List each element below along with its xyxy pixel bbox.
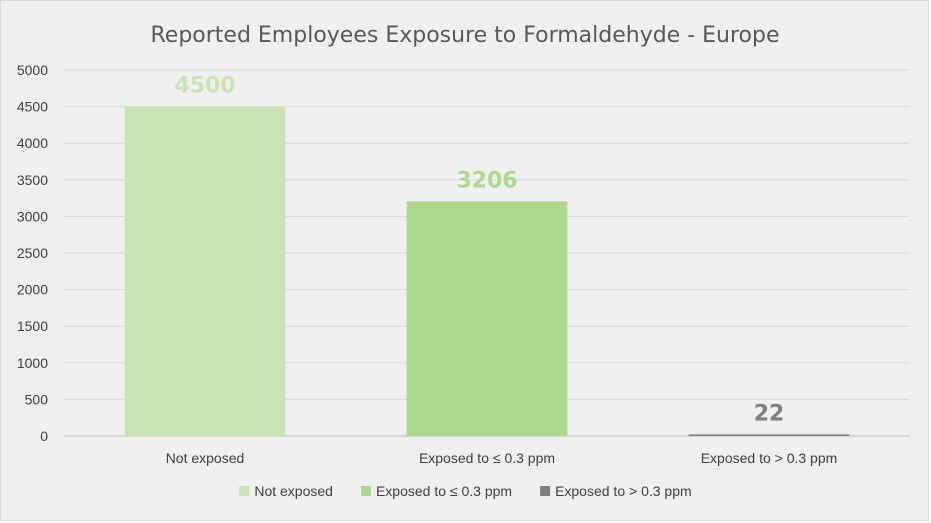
chart-title: Reported Employees Exposure to Formaldeh… [150, 23, 779, 48]
y-tick-label: 2500 [17, 245, 48, 261]
data-label: 22 [754, 401, 785, 426]
y-tick-label: 3500 [17, 172, 48, 188]
bars [124, 106, 850, 436]
x-tick-label: Not exposed [166, 450, 245, 466]
legend-label: Exposed to ≤ 0.3 ppm [376, 483, 512, 499]
bar [406, 201, 568, 436]
data-label: 4500 [174, 74, 235, 99]
x-tick-label: Exposed to > 0.3 ppm [701, 450, 838, 466]
y-tick-label: 4000 [17, 135, 48, 151]
y-tick-label: 1000 [17, 355, 48, 371]
x-axis-categories: Not exposed Exposed to ≤ 0.3 ppm Exposed t… [166, 450, 838, 466]
y-tick-label: 2000 [17, 282, 48, 298]
legend-label: Exposed to > 0.3 ppm [555, 483, 692, 499]
y-tick-label: 3000 [17, 208, 48, 224]
data-labels: 4500 3206 22 [174, 74, 784, 427]
y-tick-label: 500 [25, 391, 49, 407]
y-tick-label: 1500 [17, 318, 48, 334]
data-label: 3206 [456, 168, 517, 193]
legend-swatch [540, 486, 551, 496]
legend-label: Not exposed [254, 483, 333, 499]
legend-swatch [239, 486, 250, 496]
y-tick-label: 5000 [17, 62, 48, 78]
y-axis-ticks: 0 500 1000 1500 2000 2500 3000 3500 4000 4500 5000 [17, 62, 48, 444]
y-tick-label: 4500 [17, 99, 48, 115]
legend: Not exposed Exposed to ≤ 0.3 ppm Exposed t… [239, 483, 692, 499]
bar [688, 434, 850, 436]
legend-swatch [360, 486, 371, 496]
x-tick-label: Exposed to ≤ 0.3 ppm [419, 450, 555, 466]
y-tick-label: 0 [40, 428, 48, 444]
bar [124, 106, 286, 436]
